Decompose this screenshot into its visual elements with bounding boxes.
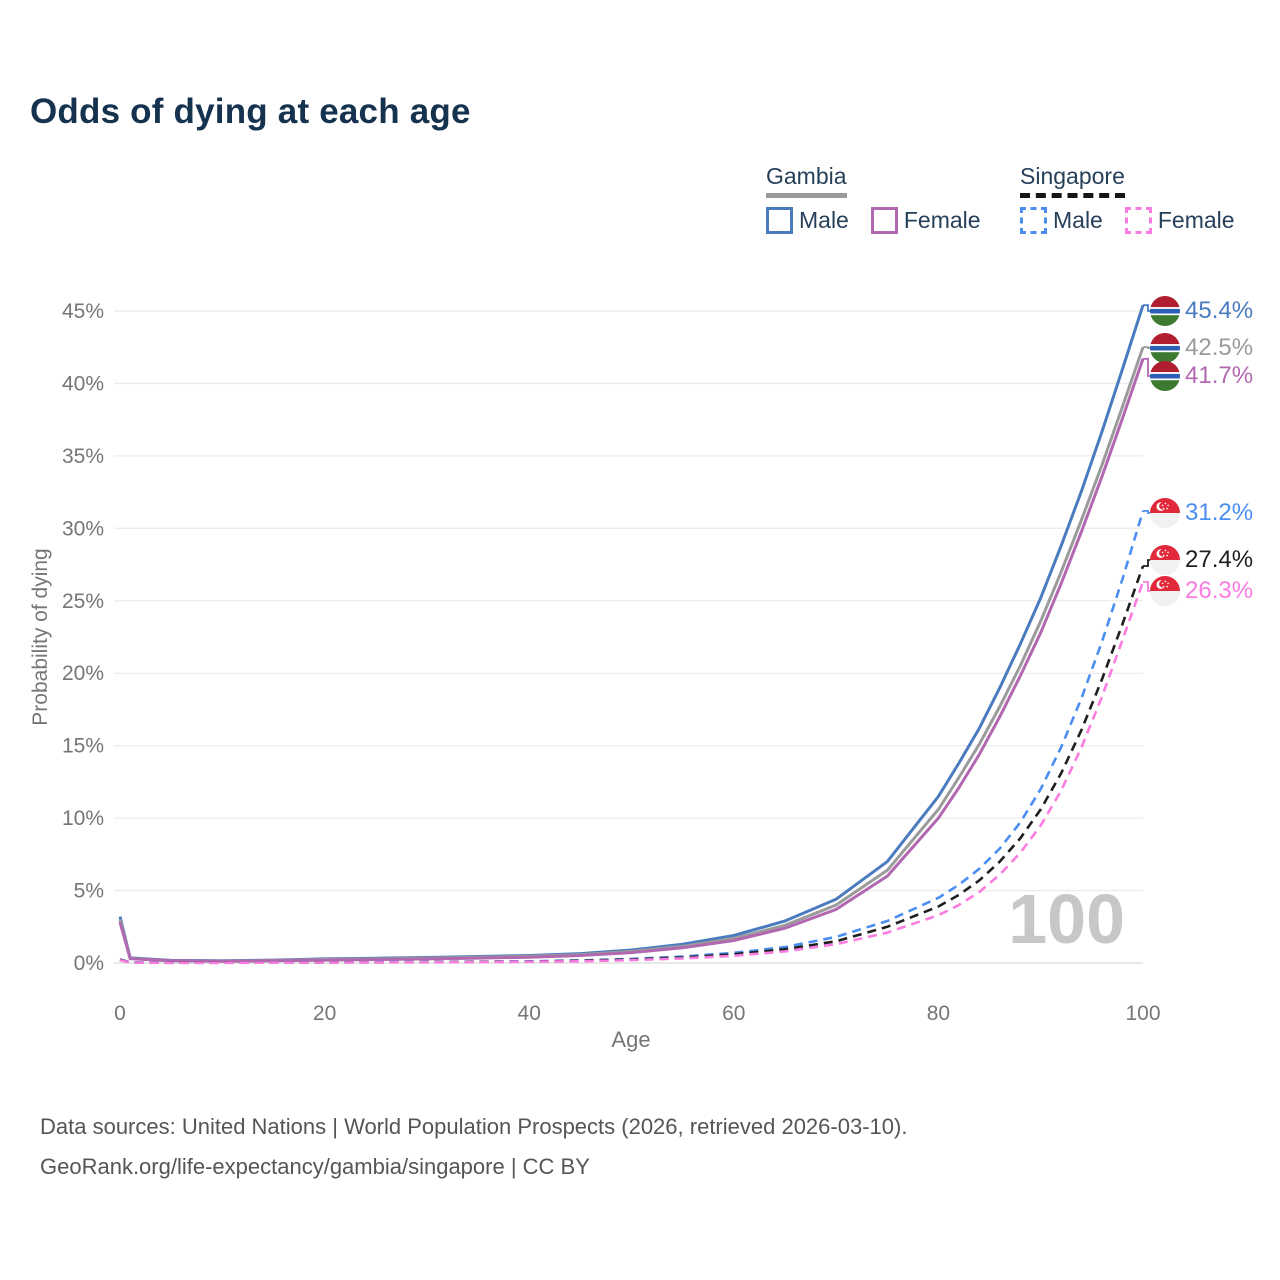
legend-label: Female: [903, 207, 981, 233]
x-tick-label: 40: [518, 1002, 541, 1025]
y-tick-label: 40%: [62, 372, 104, 395]
data-source-footer: Data sources: United Nations | World Pop…: [40, 1107, 907, 1187]
end-value: 42.5%: [1185, 334, 1254, 361]
end-label-gambia-female: 41.7%: [1150, 361, 1253, 391]
series-line-gambia-both-sexes[interactable]: [118, 346, 1145, 963]
x-axis-title: Age: [611, 1027, 650, 1052]
gambia-flag-icon: [1150, 296, 1180, 326]
end-value: 31.2%: [1185, 499, 1254, 526]
end-label-singapore-both: 27.4%: [1150, 545, 1253, 575]
end-label-singapore-female: 26.3%: [1150, 576, 1253, 606]
y-tick-label: 35%: [62, 445, 104, 468]
y-tick-label: 30%: [62, 517, 104, 540]
legend-item-singapore-female[interactable]: Female: [1124, 207, 1235, 234]
singapore-flag-icon: [1150, 498, 1180, 528]
gambia-female-swatch-icon: [870, 207, 898, 234]
y-tick-label: 15%: [62, 735, 104, 758]
legend-country-gambia[interactable]: Gambia: [766, 163, 847, 198]
page-title: Odds of dying at each age: [30, 92, 471, 131]
y-tick-label: 0%: [74, 952, 104, 975]
legend-label: Male: [1053, 207, 1103, 233]
end-label-gambia-male: 45.4%: [1150, 296, 1253, 326]
y-tick-label: 5%: [74, 880, 104, 903]
legend-group-singapore: Singapore Male Female: [1020, 163, 1235, 234]
end-label-gambia-both: 42.5%: [1150, 333, 1253, 363]
y-tick-label: 25%: [62, 590, 104, 613]
x-axis-tick-labels: 0 20 40 60 80 100: [114, 1002, 1160, 1025]
hover-age-annotation: 100: [1008, 880, 1125, 958]
gambia-male-swatch-icon: [766, 207, 793, 234]
legend-label: Female: [1157, 207, 1235, 233]
gridlines: [114, 310, 1143, 964]
singapore-flag-icon: [1150, 545, 1180, 575]
footer-line-1: Data sources: United Nations | World Pop…: [40, 1114, 908, 1139]
end-value: 45.4%: [1185, 297, 1254, 324]
singapore-female-swatch-icon: [1124, 207, 1152, 234]
x-tick-label: 0: [114, 1002, 126, 1025]
end-label-singapore-male: 31.2%: [1150, 498, 1253, 528]
x-tick-label: 60: [722, 1002, 745, 1025]
x-tick-label: 100: [1125, 1002, 1160, 1025]
end-value: 27.4%: [1185, 546, 1254, 573]
legend-label: Male: [799, 207, 849, 233]
legend-item-gambia-male[interactable]: Male: [766, 207, 849, 234]
y-axis-title: Probability of dying: [29, 548, 52, 725]
legend-item-gambia-female[interactable]: Female: [870, 207, 981, 234]
legend-country-singapore[interactable]: Singapore: [1020, 163, 1125, 198]
series-line-singapore-female[interactable]: [119, 581, 1145, 965]
legend-group-gambia: Gambia Male Female: [766, 163, 981, 234]
footer-line-2[interactable]: GeoRank.org/life-expectancy/gambia/singa…: [40, 1154, 590, 1180]
x-tick-label: 80: [927, 1002, 950, 1025]
x-tick-label: 20: [313, 1002, 336, 1025]
singapore-male-swatch-icon: [1020, 207, 1047, 234]
gambia-flag-icon: [1150, 361, 1180, 391]
y-tick-label: 20%: [62, 662, 104, 685]
end-value: 26.3%: [1185, 577, 1254, 604]
series-line-gambia-female[interactable]: [118, 358, 1145, 963]
y-axis-tick-labels: 0% 5% 10% 15% 20% 25% 30% 35% 40% 45%: [62, 300, 104, 975]
series-line-singapore-both-sexes[interactable]: [119, 565, 1145, 964]
y-tick-label: 45%: [62, 300, 104, 323]
singapore-flag-icon: [1150, 576, 1180, 606]
gambia-flag-icon: [1150, 333, 1180, 363]
end-value: 41.7%: [1185, 362, 1254, 389]
series-line-gambia-male[interactable]: [118, 304, 1145, 963]
legend-item-singapore-male[interactable]: Male: [1020, 207, 1103, 234]
y-tick-label: 10%: [62, 807, 104, 830]
